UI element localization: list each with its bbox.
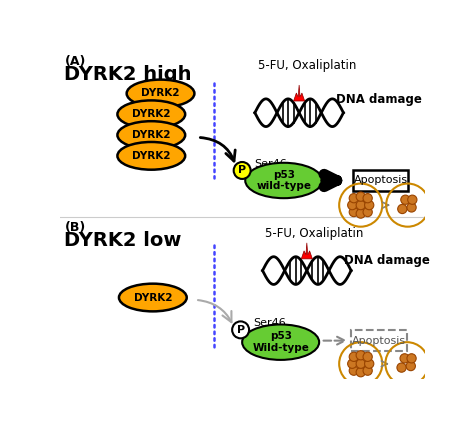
Ellipse shape xyxy=(242,325,319,360)
Circle shape xyxy=(365,359,374,368)
Circle shape xyxy=(347,359,357,368)
Circle shape xyxy=(234,162,251,179)
Circle shape xyxy=(232,321,249,338)
FancyBboxPatch shape xyxy=(352,330,407,351)
Text: DNA damage: DNA damage xyxy=(336,93,422,106)
Ellipse shape xyxy=(245,163,322,198)
Ellipse shape xyxy=(118,142,185,170)
Text: p53
Wild-type: p53 Wild-type xyxy=(252,331,309,353)
Circle shape xyxy=(400,354,409,363)
Text: DYRK2: DYRK2 xyxy=(134,293,172,302)
Polygon shape xyxy=(301,243,312,259)
Text: DYRK2: DYRK2 xyxy=(141,89,180,98)
Text: p53
wild-type: p53 wild-type xyxy=(256,170,311,191)
Circle shape xyxy=(363,366,372,375)
Text: DYRK2: DYRK2 xyxy=(132,109,171,119)
Circle shape xyxy=(407,203,416,212)
FancyBboxPatch shape xyxy=(353,170,409,191)
Circle shape xyxy=(365,201,374,210)
Circle shape xyxy=(363,207,372,217)
Circle shape xyxy=(349,193,358,203)
Polygon shape xyxy=(293,85,305,101)
Circle shape xyxy=(349,352,358,361)
Ellipse shape xyxy=(127,80,194,107)
Circle shape xyxy=(349,207,358,217)
Circle shape xyxy=(356,359,365,368)
Text: P: P xyxy=(238,165,246,176)
Text: DNA damage: DNA damage xyxy=(344,254,429,267)
Circle shape xyxy=(349,366,358,375)
Circle shape xyxy=(356,368,365,377)
Text: Ser46: Ser46 xyxy=(253,318,286,328)
Circle shape xyxy=(363,352,372,361)
Text: Apoptosis: Apoptosis xyxy=(354,176,408,185)
Text: DYRK2 low: DYRK2 low xyxy=(64,230,181,250)
Circle shape xyxy=(398,204,407,213)
Circle shape xyxy=(347,201,357,210)
Circle shape xyxy=(406,361,415,371)
Circle shape xyxy=(401,195,410,204)
Circle shape xyxy=(356,201,365,210)
Circle shape xyxy=(397,363,406,372)
Circle shape xyxy=(356,209,365,218)
Ellipse shape xyxy=(118,121,185,149)
Text: DYRK2: DYRK2 xyxy=(132,130,171,140)
Text: DYRK2 high: DYRK2 high xyxy=(64,65,191,84)
Text: DYRK2: DYRK2 xyxy=(132,151,171,161)
Text: (A): (A) xyxy=(65,55,86,68)
Ellipse shape xyxy=(118,101,185,128)
Ellipse shape xyxy=(119,284,187,311)
Text: Apoptosis: Apoptosis xyxy=(352,336,406,345)
Text: 5-FU, Oxaliplatin: 5-FU, Oxaliplatin xyxy=(265,227,364,240)
Circle shape xyxy=(407,354,416,363)
Circle shape xyxy=(363,193,372,203)
Text: P: P xyxy=(237,325,245,335)
Circle shape xyxy=(356,351,365,360)
Text: 5-FU, Oxaliplatin: 5-FU, Oxaliplatin xyxy=(258,59,356,72)
Circle shape xyxy=(408,195,417,204)
Text: (B): (B) xyxy=(65,221,86,233)
Circle shape xyxy=(356,192,365,201)
Text: Ser46: Ser46 xyxy=(255,159,287,169)
